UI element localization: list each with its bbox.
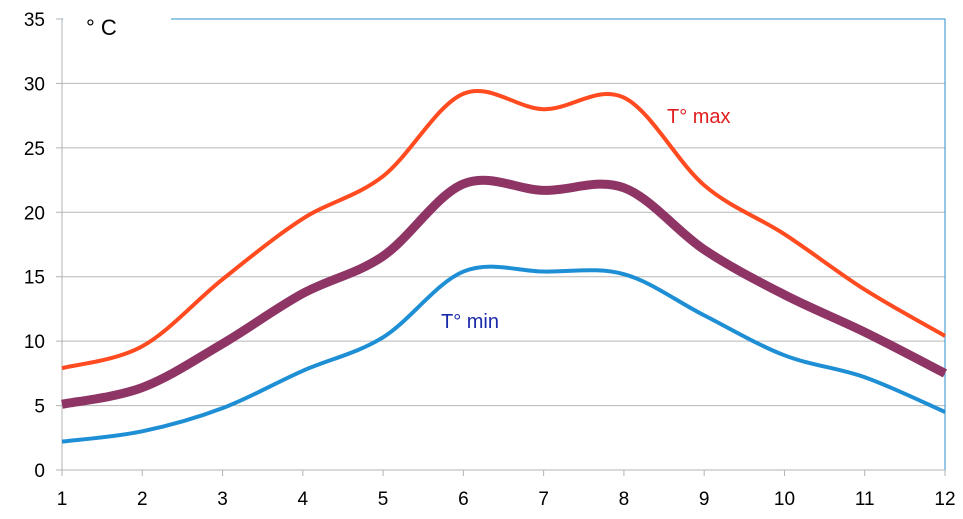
y-tick-label-10: 10: [24, 332, 45, 353]
y-tick-label-20: 20: [24, 203, 45, 224]
series-label-tmax: T° max: [667, 106, 731, 128]
y-tick-label-30: 30: [24, 74, 45, 95]
x-tick-label-3: 3: [217, 489, 228, 510]
y-tick-label-5: 5: [34, 397, 45, 418]
series-line-tavg: [61, 175, 948, 409]
x-tick-label-6: 6: [458, 489, 469, 510]
x-tick-label-4: 4: [298, 489, 309, 510]
y-tick-label-25: 25: [24, 139, 45, 160]
x-tick-label-12: 12: [934, 489, 955, 510]
x-tick-label-2: 2: [137, 489, 148, 510]
x-tick-label-8: 8: [619, 489, 630, 510]
y-unit-label: ° C: [86, 15, 117, 40]
y-tick-label-15: 15: [24, 268, 45, 289]
grid: [62, 18, 945, 407]
unit-label-background: [63, 17, 171, 47]
plot-frame: [61, 18, 946, 471]
series-label-tmin: T° min: [441, 311, 499, 333]
x-tick-label-11: 11: [855, 489, 875, 510]
series-line-tmax: [61, 88, 947, 371]
series: [61, 88, 948, 444]
x-tick-label-7: 7: [538, 489, 549, 510]
x-tick-label-10: 10: [774, 489, 795, 510]
x-tick-label-5: 5: [378, 489, 389, 510]
x-tick-label-9: 9: [699, 489, 710, 510]
y-tick-label-35: 35: [24, 10, 45, 31]
y-tick-label-0: 0: [34, 461, 45, 482]
series-line-tmin: [61, 264, 946, 444]
x-tick-label-1: 1: [57, 489, 68, 510]
